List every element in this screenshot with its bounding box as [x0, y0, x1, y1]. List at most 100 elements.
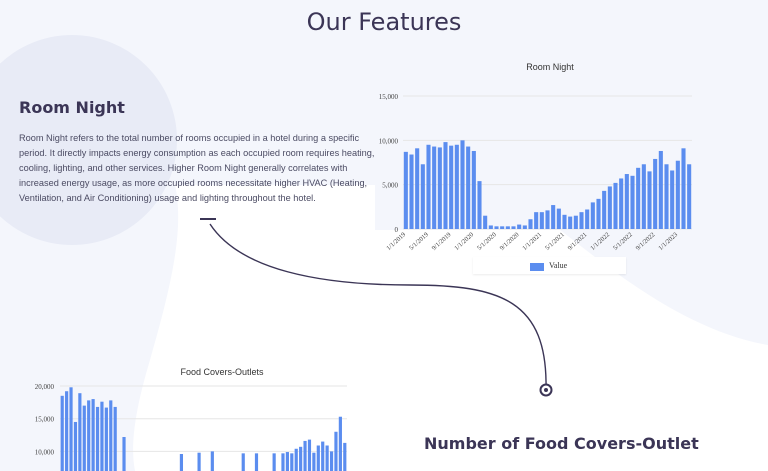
- bar: [590, 202, 595, 229]
- bar: [87, 400, 91, 471]
- bar: [471, 150, 476, 229]
- bar: [113, 406, 117, 471]
- page-title: Our Features: [306, 8, 462, 36]
- bar: [443, 142, 448, 229]
- bar: [528, 219, 533, 229]
- bar: [254, 453, 259, 471]
- bar: [477, 181, 482, 229]
- y-tick-label: 15,000: [379, 93, 399, 101]
- bar: [325, 445, 329, 471]
- legend-label: Value: [549, 261, 568, 270]
- bar: [607, 186, 612, 229]
- chart-legend: Value: [473, 257, 626, 274]
- bar: [95, 406, 100, 471]
- bar: [334, 431, 338, 471]
- bar: [494, 226, 499, 229]
- bar: [522, 225, 527, 229]
- bar: [437, 147, 442, 229]
- bar: [100, 401, 104, 471]
- decor-wave: [133, 185, 768, 471]
- y-tick-label: 20,000: [35, 383, 55, 391]
- bar: [568, 216, 573, 229]
- bar: [505, 226, 510, 229]
- bar: [321, 441, 325, 471]
- bar: [432, 146, 437, 229]
- feature-heading-food-covers: Number of Food Covers-Outlet: [424, 434, 699, 453]
- bar: [109, 400, 113, 471]
- y-tick-label: 15,000: [35, 416, 55, 424]
- bar: [675, 160, 680, 229]
- bar: [687, 164, 692, 229]
- bar: [466, 146, 471, 229]
- bar: [122, 437, 126, 471]
- y-tick-label: 0: [395, 226, 399, 234]
- bar: [290, 453, 294, 471]
- bar: [403, 151, 408, 229]
- bar: [338, 416, 342, 471]
- bar: [281, 453, 285, 471]
- bar: [619, 178, 624, 229]
- bar: [647, 171, 652, 229]
- bar: [641, 164, 646, 229]
- bar: [179, 454, 184, 471]
- connector-line: [209, 223, 547, 391]
- bar: [197, 452, 201, 471]
- bar: [534, 212, 539, 229]
- bar: [307, 439, 312, 471]
- y-tick-label: 10,000: [379, 137, 399, 145]
- bar: [681, 148, 686, 229]
- bar: [539, 212, 544, 229]
- bar: [73, 421, 78, 471]
- bar: [585, 209, 590, 229]
- bar: [653, 158, 658, 229]
- bar: [664, 164, 669, 229]
- bar: [312, 452, 316, 471]
- legend-swatch: [530, 263, 544, 271]
- bar: [500, 226, 505, 229]
- bar: [415, 148, 420, 229]
- circle-dot-icon: [539, 383, 553, 397]
- bar: [316, 445, 320, 471]
- bar: [299, 446, 303, 471]
- bar: [517, 224, 522, 229]
- chart-title-room-night: Room Night: [526, 62, 574, 72]
- bar: [562, 214, 567, 229]
- bar: [602, 190, 607, 229]
- bar: [460, 140, 465, 229]
- bar: [488, 225, 493, 229]
- bar: [624, 174, 629, 229]
- bar: [272, 453, 276, 471]
- bar: [420, 164, 425, 229]
- y-tick-label: 5,000: [382, 182, 398, 190]
- bar: [329, 451, 334, 471]
- bar: [449, 145, 454, 229]
- bar: [65, 391, 69, 471]
- bar: [596, 198, 601, 229]
- bar: [545, 210, 550, 229]
- bar: [670, 170, 675, 229]
- bar: [636, 167, 641, 229]
- bar: [426, 144, 431, 229]
- bar: [82, 405, 86, 471]
- bar: [60, 395, 64, 471]
- bar: [454, 144, 459, 229]
- bar: [241, 453, 245, 471]
- bar: [613, 182, 618, 229]
- y-tick-label: 10,000: [35, 448, 55, 456]
- chart-title-food-covers: Food Covers-Outlets: [180, 367, 264, 377]
- bar: [556, 208, 561, 229]
- bar: [294, 448, 298, 471]
- bar: [409, 154, 414, 229]
- bar: [69, 387, 73, 471]
- feature-heading-room-night: Room Night: [19, 98, 125, 117]
- bar: [573, 215, 578, 229]
- decor-circle: [0, 35, 177, 245]
- bar: [511, 226, 516, 229]
- bar: [483, 215, 488, 229]
- bar: [285, 452, 289, 471]
- bar: [91, 399, 95, 471]
- bar: [78, 393, 82, 471]
